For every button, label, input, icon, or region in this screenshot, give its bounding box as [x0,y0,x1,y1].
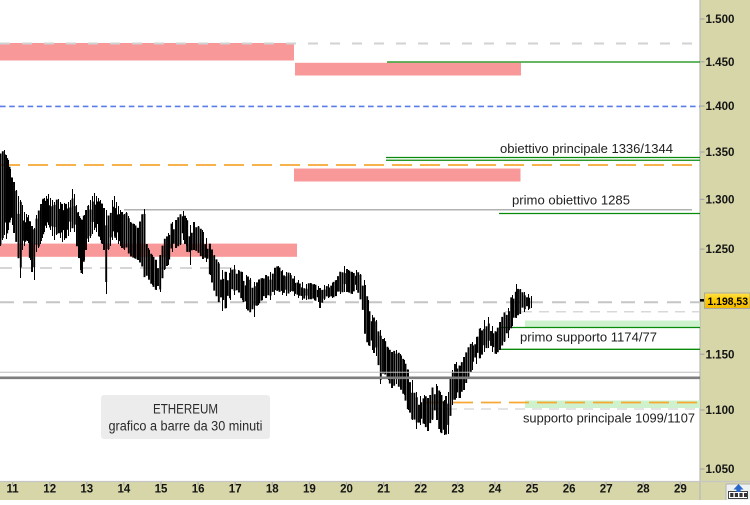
svg-text:19: 19 [303,484,316,496]
svg-text:primo supporto 1174/77: primo supporto 1174/77 [520,330,657,345]
svg-text:15: 15 [155,484,168,496]
svg-text:26: 26 [563,484,576,496]
svg-text:17: 17 [229,484,242,496]
svg-text:1.450: 1.450 [706,57,735,69]
svg-text:28: 28 [637,484,650,496]
svg-text:27: 27 [600,484,613,496]
svg-text:1.100: 1.100 [706,405,735,417]
svg-text:supporto principale 1099/1107: supporto principale 1099/1107 [523,411,695,426]
svg-text:21: 21 [377,484,390,496]
svg-text:12: 12 [43,484,56,496]
svg-text:1.300: 1.300 [706,194,735,206]
svg-text:24: 24 [489,484,502,496]
svg-text:14: 14 [118,484,131,496]
svg-text:1.350: 1.350 [706,147,735,159]
svg-text:23: 23 [451,484,464,496]
svg-text:22: 22 [414,484,427,496]
svg-text:1.050: 1.050 [706,464,735,476]
svg-text:16: 16 [192,484,205,496]
svg-text:grafico a barre da 30 minuti: grafico a barre da 30 minuti [109,419,263,434]
svg-text:1.150: 1.150 [706,349,735,361]
svg-text:1.500: 1.500 [706,14,735,26]
svg-text:13: 13 [80,484,93,496]
svg-text:20: 20 [340,484,353,496]
svg-text:18: 18 [266,484,279,496]
svg-text:1.250: 1.250 [706,244,735,256]
svg-text:25: 25 [526,484,539,496]
svg-text:primo obiettivo 1285: primo obiettivo 1285 [512,193,630,208]
svg-text:11: 11 [7,484,20,496]
svg-text:1.400: 1.400 [706,101,735,113]
svg-text:1.198,53: 1.198,53 [708,296,749,308]
svg-text:obiettivo principale 1336/1344: obiettivo principale 1336/1344 [500,141,673,156]
svg-text:29: 29 [674,484,687,496]
svg-text:ETHEREUM: ETHEREUM [153,402,218,417]
